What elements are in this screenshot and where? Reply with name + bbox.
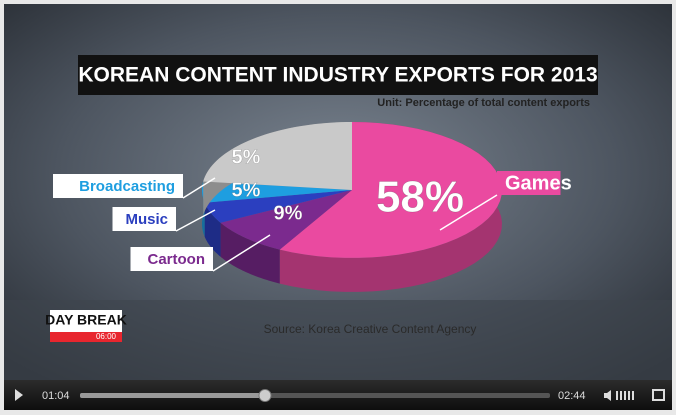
- volume-level: [616, 391, 618, 400]
- logo-time: 06:00: [96, 332, 117, 341]
- pie-slice: [220, 190, 352, 284]
- chart-title: KOREAN CONTENT INDUSTRY EXPORTS FOR 2013: [78, 64, 597, 87]
- leader-line: [175, 209, 216, 232]
- volume-level: [624, 391, 626, 400]
- logo-title: DAY BREAK: [45, 312, 127, 328]
- fullscreen-button[interactable]: [652, 389, 665, 401]
- chart-source: Source: Korea Creative Content Agency: [264, 322, 477, 336]
- slice-top: [279, 122, 502, 258]
- volume-level: [620, 391, 622, 400]
- leader-line: [182, 177, 216, 199]
- title-banner: [78, 55, 598, 95]
- category-label: Broadcasting: [79, 178, 175, 195]
- logo-strip: [50, 332, 122, 342]
- slice-top: [220, 190, 352, 250]
- logo-box: [50, 310, 122, 332]
- category-label-box: [497, 171, 561, 195]
- pie-slice: [203, 122, 352, 216]
- slice-top: [203, 122, 352, 190]
- value-label: 5%: [232, 146, 261, 168]
- volume-level: [632, 391, 634, 400]
- pie-chart: Games 58% Cartoon 9% Music 5% Broadcasting 5%: [53, 122, 572, 292]
- value-label: 5%: [232, 179, 261, 201]
- category-label: Cartoon: [148, 251, 206, 268]
- duration: 02:44: [558, 390, 586, 402]
- category-label: Games: [505, 172, 572, 194]
- category-label-box: [53, 174, 183, 198]
- current-time: 01:04: [42, 390, 70, 402]
- progress-knob[interactable]: [258, 389, 272, 402]
- pie-slice: [279, 122, 502, 292]
- slice-side: [204, 202, 221, 257]
- slice-top: [202, 181, 352, 203]
- play-button[interactable]: [15, 389, 23, 401]
- value-label: 58%: [376, 173, 464, 222]
- category-label: Music: [125, 211, 168, 228]
- category-label-box: [130, 247, 213, 271]
- chart-subtitle: Unit: Percentage of total content export…: [377, 97, 590, 109]
- progress-played: [80, 393, 265, 398]
- pie-slice: [204, 190, 352, 257]
- volume-icon[interactable]: [604, 390, 611, 401]
- leader-line: [212, 234, 271, 272]
- category-label-box: [112, 207, 176, 231]
- slice-side: [220, 222, 280, 284]
- value-label: 9%: [274, 202, 303, 224]
- leader-line: [439, 194, 498, 231]
- volume-level: [628, 391, 630, 400]
- slice-top: [204, 190, 352, 223]
- volume-control[interactable]: [604, 390, 634, 401]
